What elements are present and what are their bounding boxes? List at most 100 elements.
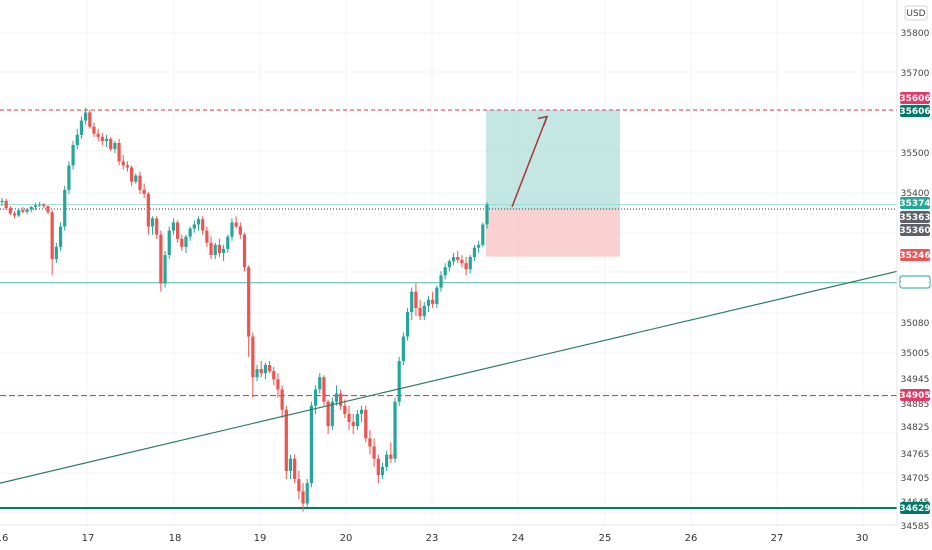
candle (46, 205, 50, 215)
arrow-shaft (511, 116, 548, 208)
price-badge-bg (900, 92, 930, 104)
price-badge-bg (900, 249, 930, 261)
price-tick-label: 34885 (901, 400, 930, 410)
trendline[interactable] (0, 270, 898, 484)
candle-body (460, 259, 464, 264)
candle (67, 161, 71, 194)
candle-body (405, 312, 410, 337)
stop-loss-zone[interactable] (486, 208, 620, 257)
price-tick-label: 35080 (901, 319, 930, 329)
candle (401, 332, 405, 366)
candle-body (8, 208, 12, 214)
candle-body (159, 234, 163, 284)
candle-body (4, 200, 8, 209)
price-badge-text: 35606 (899, 94, 930, 104)
time-axis[interactable]: 16 17 18 19 20 23 24 25 26 27 30 (0, 524, 897, 550)
candle-body (188, 228, 192, 237)
candle-body (339, 393, 343, 406)
candle (167, 226, 171, 260)
price-badge: 35606 (899, 92, 931, 104)
candle-body (280, 389, 284, 410)
candle (4, 198, 8, 211)
candle (58, 222, 63, 251)
price-axis[interactable]: 3580035700355003540035180350803500534945… (896, 0, 932, 550)
candle (389, 442, 393, 463)
candle (376, 454, 380, 484)
price-badge-bg (900, 105, 930, 117)
candle (418, 299, 422, 321)
candle (343, 399, 347, 418)
candle (238, 222, 242, 239)
candle (8, 206, 12, 216)
profit-target-zone[interactable] (486, 110, 620, 209)
candle-body (255, 369, 259, 378)
candle (163, 250, 167, 288)
candle (17, 208, 21, 218)
candle (439, 271, 443, 292)
candle (334, 385, 339, 406)
candle (221, 244, 226, 262)
currency-text: USD (906, 9, 925, 19)
price-badge: 35246 (899, 249, 931, 261)
candle-body (267, 365, 272, 372)
candle (188, 226, 192, 241)
candle-body (205, 230, 209, 243)
arrow-annotation[interactable] (511, 115, 549, 208)
candle-body (451, 257, 456, 262)
price-tick-label: 35005 (901, 349, 930, 359)
candle (426, 295, 431, 313)
candle-body (288, 458, 293, 471)
candle-body (251, 336, 255, 378)
candle-body (167, 230, 171, 256)
price-badge: 34629 (899, 502, 931, 514)
candle-body (125, 165, 130, 168)
candle-body (326, 401, 330, 427)
candle (322, 375, 326, 406)
candle (88, 110, 92, 129)
date-tick-label: 17 (82, 533, 95, 544)
candle-body (297, 479, 301, 492)
candle-body (180, 238, 184, 247)
candle-body (485, 204, 489, 225)
candle (230, 218, 234, 241)
candle-body (293, 458, 297, 480)
candle-body (309, 405, 313, 484)
candle (451, 252, 456, 266)
candle (288, 454, 293, 480)
candle (422, 301, 426, 321)
candle-body (33, 205, 38, 207)
candle-body (263, 365, 268, 374)
candle (134, 173, 138, 184)
candle-body (464, 263, 468, 270)
price-badge-text: 35606 (899, 107, 930, 117)
price-badge: 34905 (899, 389, 931, 401)
candle (92, 122, 96, 137)
price-axis-bg (897, 0, 932, 550)
candle-body (38, 204, 42, 206)
candle (380, 462, 385, 480)
candle (477, 240, 481, 253)
candle (209, 236, 213, 260)
candle (180, 234, 184, 251)
candle-body (368, 438, 372, 447)
candle-body (71, 145, 75, 166)
candle (192, 220, 196, 233)
candle (359, 405, 364, 423)
candle (255, 365, 259, 382)
candle (397, 356, 401, 406)
currency-label[interactable]: USD (904, 5, 928, 21)
candle (351, 413, 355, 435)
candle-body (138, 175, 142, 190)
candle-body (351, 422, 355, 427)
price-tick-label: 34765 (901, 450, 930, 460)
candle-body (422, 305, 426, 317)
candle (284, 405, 288, 480)
candle-body (54, 246, 58, 260)
candle (142, 183, 146, 198)
candle-body (238, 226, 242, 235)
candle-body (276, 379, 280, 390)
candle (104, 134, 109, 148)
price-tick-label: 35700 (901, 69, 930, 79)
candle-body (79, 120, 84, 135)
